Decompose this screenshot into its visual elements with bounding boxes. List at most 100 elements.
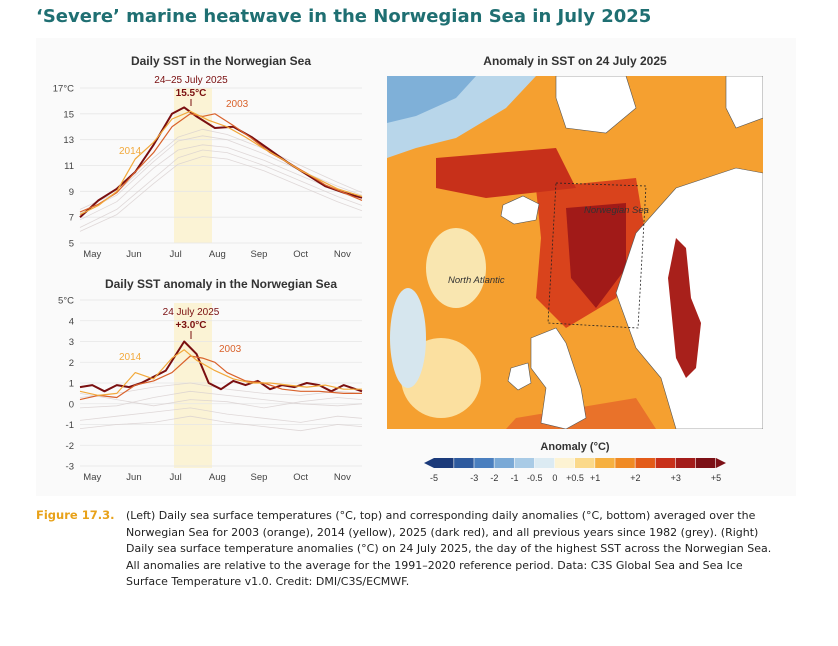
series-line-past-year [79,156,363,232]
x-tick-label: May [83,472,101,483]
colorbar-swatch [595,458,615,468]
x-tick-label: Nov [334,472,351,483]
colorbar-swatch [434,458,454,468]
y-tick-label: 2 [69,358,74,369]
y-tick-label: -3 [66,462,74,473]
colorbar-swatch [454,458,474,468]
map-baltic-sea [668,238,701,378]
y-tick-label: 13 [63,135,74,146]
series-line-past-year [79,415,363,432]
series-line-2025 [79,106,363,218]
colorbar-swatch [494,458,514,468]
y-tick-label: 5°C [58,296,74,307]
map-iceland-warm-band [436,148,576,198]
colorbar-tick-label: -1 [511,473,519,483]
y-tick-label: 7 [69,213,74,224]
map-atlantic-cool-patch [390,288,426,388]
series-line-past-year [79,382,363,398]
x-tick-label: Jun [126,472,141,483]
colorbar-tick-label: +0.5 [566,473,584,483]
anomaly-annotation-value: +3.0°C [176,320,207,331]
y-tick-label: -2 [66,441,74,452]
y-tick-label: 1 [69,379,74,390]
figure-svg: Daily SST in the Norwegian Sea 17°C15131… [53,54,763,483]
colorbar-swatch [554,458,575,468]
x-tick-label: Aug [209,249,226,260]
y-tick-label: 9 [69,187,74,198]
sst-annotation-value: 15.5°C [176,88,207,99]
colorbar-swatch [635,458,655,468]
map-great-britain [530,327,587,429]
series-line-past-year [79,128,363,210]
colorbar-arrow-right [716,458,726,468]
x-tick-label: Oct [293,472,308,483]
colorbar-swatch [655,458,676,468]
anomaly-y-ticks: 5°C 4 3 2 1 0 -1 -2 -3 [58,296,74,473]
series-line-past-year [79,135,363,214]
colorbar-swatch [514,458,535,468]
colorbar-ticks: -5 -3 -2 -1 -0.5 0 +0.5 +1 +2 +3 +5 [430,473,721,483]
series-line-past-year [79,407,363,423]
figure-label: Figure 17.3. [36,508,115,522]
colorbar-tick-label: -0.5 [527,473,543,483]
colorbar-arrow-left [424,458,434,468]
colorbar-title: Anomaly (°C) [540,441,610,453]
colorbar-swatch [695,458,716,468]
series-line-2014 [79,349,362,396]
map-arctic-cold-region [387,76,476,123]
anomaly-label-2003: 2003 [219,344,242,355]
y-tick-label: 4 [69,316,74,327]
x-tick-label: Sep [251,249,268,260]
x-tick-label: Aug [209,472,226,483]
colorbar-swatch [474,458,494,468]
colorbar-tick-label: -2 [490,473,498,483]
sst-chart-title: Daily SST in the Norwegian Sea [131,54,311,68]
colorbar-tick-label: +3 [671,473,681,483]
anomaly-x-ticks: May Jun Jul Aug Sep Oct Nov [83,472,351,483]
sst-x-ticks: May Jun Jul Aug Sep Oct Nov [83,249,351,260]
colorbar-swatch [615,458,635,468]
series-line-2025 [79,340,363,393]
colorbar-swatch [675,458,696,468]
map-area [387,76,763,429]
map-norwegian-sea-hot [566,203,626,308]
series-line-past-year [79,144,363,221]
map-norwegian-sea-outline [547,182,647,329]
map-label-north-atlantic: North Atlantic [448,275,505,286]
page-title: ‘Severe’ marine heatwave in the Norwegia… [36,6,652,27]
y-tick-label: 3 [69,337,74,348]
series-line-2014 [79,110,363,216]
anomaly-map: Anomaly in SST on 24 July 2025 [387,54,763,483]
series-line-past-year [79,393,363,409]
figure-caption: (Left) Daily sea surface temperatures (°… [126,509,772,588]
colorbar-tick-label: -5 [430,473,438,483]
map-atlantic-pale-patch [426,228,486,308]
sst-chart: Daily SST in the Norwegian Sea 17°C 15 13 1… [53,54,363,260]
colorbar-tick-label: +1 [590,473,600,483]
map-title: Anomaly in SST on 24 July 2025 [483,54,667,68]
map-arctic-land [725,76,763,129]
colorbar [424,458,726,468]
y-tick-label: 15 [63,109,74,120]
y-tick-label: 0 [69,399,74,410]
series-line-past-year [79,390,363,409]
y-tick-label: 5 [69,239,74,250]
anomaly-gridlines [80,299,362,467]
map-iceland [500,195,540,225]
x-tick-label: Oct [293,249,308,260]
anomaly-label-2014: 2014 [119,352,142,363]
series-line-past-year [79,149,363,228]
x-tick-label: Sep [251,472,268,483]
sst-gridlines [80,87,362,244]
x-tick-label: May [83,249,101,260]
map-label-norwegian-sea: Norwegian Sea [584,205,649,216]
y-tick-label: -1 [66,420,74,431]
x-tick-label: Jun [126,249,141,260]
sst-annotation-label: 24–25 July 2025 [154,75,228,86]
x-tick-label: Nov [334,249,351,260]
sst-label-2003: 2003 [226,99,249,110]
y-tick-label: 17°C [53,84,74,95]
map-svalbard [555,76,637,134]
anomaly-chart-title: Daily SST anomaly in the Norwegian Sea [105,277,337,291]
anomaly-chart: Daily SST anomaly in the Norwegian Sea 5… [58,277,363,483]
